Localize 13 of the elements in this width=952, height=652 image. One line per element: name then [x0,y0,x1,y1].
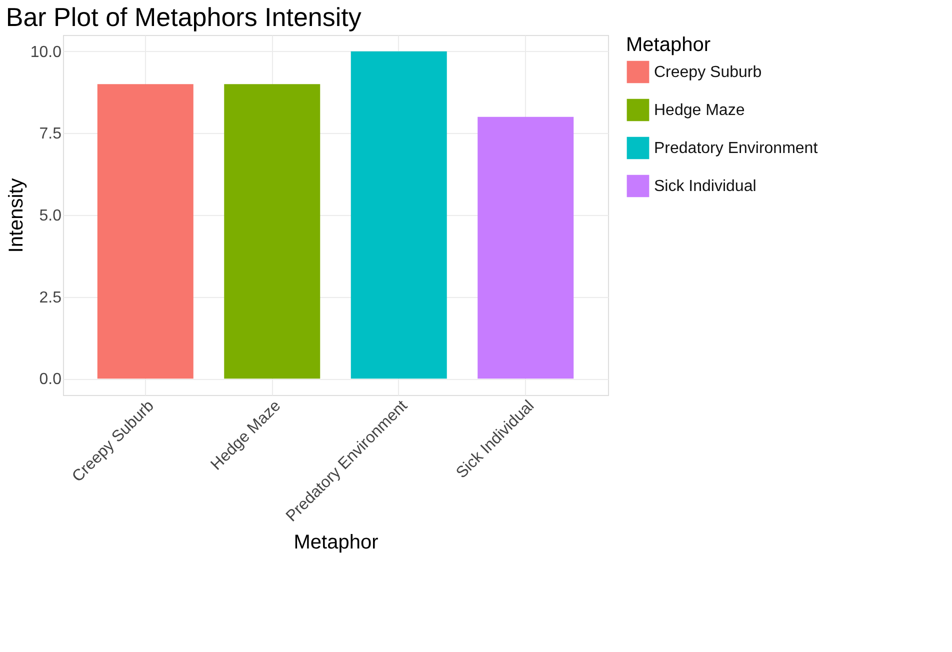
chart-title: Bar Plot of Metaphors Intensity [6,2,362,32]
y-tick-label: 10.0 [30,44,62,61]
y-tick-label: 2.5 [39,289,62,306]
legend-title: Metaphor [626,34,711,56]
legend-label: Creepy Suburb [654,64,762,81]
y-tick-label: 7.5 [39,126,62,143]
legend-label: Hedge Maze [654,102,745,119]
y-tick-label: 5.0 [39,208,62,224]
y-axis-title: Intensity [5,178,28,253]
legend-label: Sick Individual [654,178,756,195]
legend-label: Predatory Environment [654,140,818,157]
x-axis-title: Metaphor [294,532,379,554]
y-tick-label: 0.0 [39,371,62,388]
